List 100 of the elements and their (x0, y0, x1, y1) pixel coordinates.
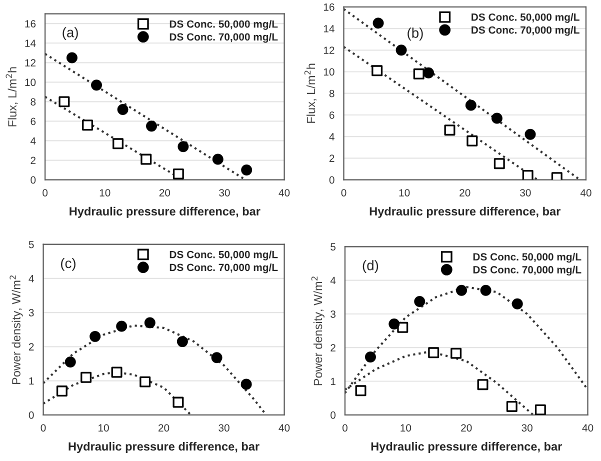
legend-label: DS Conc. 70,000 mg/L (170, 263, 278, 274)
x-axis-title: Hydraulic pressure difference, bar (68, 442, 260, 453)
annotation: (c) (61, 258, 76, 271)
y-tick-label: 16 (324, 3, 334, 11)
point (117, 104, 128, 115)
y-tick-label: 10 (324, 68, 334, 76)
y-tick-label: 3 (330, 310, 336, 318)
point (116, 320, 128, 332)
point (80, 372, 92, 383)
point (491, 112, 502, 124)
point (506, 400, 518, 412)
point (91, 80, 102, 91)
point (112, 138, 124, 150)
y-tick-label: 2 (30, 156, 36, 164)
legend-label: DS Conc. 50,000 mg/L (473, 252, 582, 263)
x-tick-label: 20 (461, 424, 472, 432)
y-tick-label: 3 (28, 309, 34, 316)
point (211, 352, 222, 364)
y-tick-label: 4 (329, 133, 334, 140)
point (355, 385, 366, 396)
y-tick-label: 0 (330, 411, 336, 419)
x-tick-label: 40 (580, 189, 592, 196)
y-tick-label: 5 (28, 240, 34, 248)
x-axis-title: Hydraulic pressure difference, bar (70, 206, 260, 218)
y-tick-label: 12 (324, 46, 334, 54)
point (414, 296, 426, 307)
point (450, 348, 462, 359)
point (372, 18, 384, 29)
x-tick-label: 0 (342, 424, 348, 432)
y-tick-label: 0 (329, 176, 334, 184)
x-tick-label: 10 (100, 189, 110, 196)
legend-label: DS Conc. 70,000 mg/L (473, 266, 582, 276)
point (444, 124, 456, 136)
annotation: (d) (362, 260, 378, 274)
point (456, 284, 468, 296)
x-tick-label: 0 (40, 424, 46, 432)
y-tick-label: 4 (30, 137, 36, 145)
y-tick-label: 5 (330, 243, 336, 251)
x-tick-label: 10 (98, 424, 109, 432)
point (466, 135, 478, 146)
y-tick-label: 6 (329, 111, 334, 119)
point (522, 170, 534, 180)
point (66, 52, 78, 64)
point (172, 396, 184, 408)
point (494, 158, 505, 170)
x-tick-label: 0 (341, 189, 346, 196)
point (212, 154, 224, 165)
point (372, 65, 383, 76)
line-series (43, 324, 268, 415)
legend-label: DS Conc. 70,000 mg/L (170, 32, 278, 43)
y-tick-label: 2 (28, 343, 34, 350)
x-tick-label: 20 (460, 189, 470, 196)
x-tick-label: 20 (158, 424, 170, 432)
point (477, 379, 488, 390)
legend-label: DS Conc. 50,000 mg/L (170, 20, 278, 30)
y-tick-label: 2 (330, 344, 336, 352)
y-axis-title: Power density, W/m$^{2}$ (10, 275, 23, 384)
point (524, 128, 536, 140)
x-tick-label: 20 (159, 189, 170, 196)
point (90, 330, 101, 342)
y-tick-label: 2 (329, 154, 334, 162)
point (240, 378, 252, 390)
x-tick-label: 10 (399, 189, 410, 196)
point (396, 44, 407, 56)
point (397, 322, 408, 333)
legend-label: DS Conc. 70,000 mg/L (472, 26, 580, 36)
point (56, 386, 68, 397)
point (364, 352, 376, 363)
y-tick-label: 10 (25, 78, 36, 86)
point (82, 120, 94, 131)
x-tick-label: 30 (219, 189, 230, 196)
y-tick-label: 4 (28, 275, 34, 282)
y-tick-label: 1 (330, 378, 336, 386)
point (465, 100, 476, 111)
annotation: (a) (62, 27, 78, 40)
annotation: (b) (408, 28, 423, 41)
x-tick-label: 0 (42, 189, 48, 196)
point (172, 168, 184, 180)
y-tick-label: 1 (29, 377, 34, 385)
x-tick-label: 40 (278, 189, 290, 196)
point (534, 404, 546, 415)
y-tick-label: 0 (28, 411, 34, 419)
point (178, 141, 189, 152)
point (423, 67, 434, 78)
point (140, 154, 152, 165)
point (111, 366, 122, 378)
point (428, 347, 440, 358)
y-tick-label: 8 (30, 98, 36, 106)
y-tick-label: 4 (330, 276, 336, 284)
point (176, 336, 188, 348)
x-tick-label: 40 (582, 424, 594, 432)
y-tick-label: 6 (30, 118, 36, 126)
point (146, 120, 158, 132)
x-tick-label: 40 (278, 424, 290, 432)
legend-label: DS Conc. 50,000 mg/L (170, 250, 278, 260)
y-tick-label: 14 (324, 25, 334, 32)
x-tick-label: 30 (218, 424, 230, 432)
y-tick-label: 14 (25, 40, 36, 47)
point (58, 96, 70, 108)
y-axis-title: Flux, L/m$^{2}$h (6, 67, 18, 126)
